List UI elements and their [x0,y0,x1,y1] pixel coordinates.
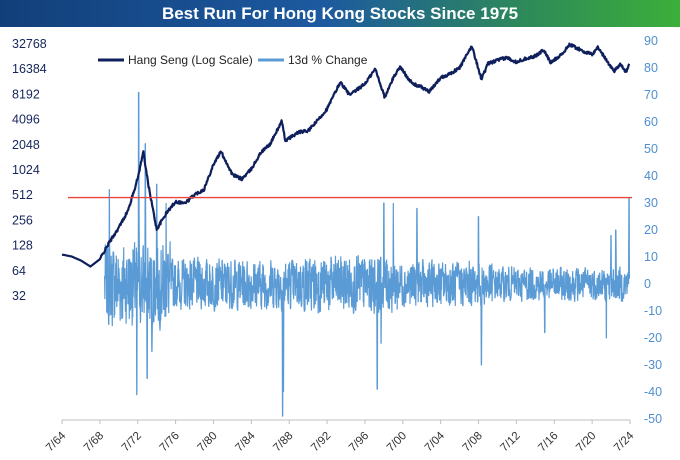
right-tick-label: -40 [644,385,662,399]
legend: Hang Seng (Log Scale) 13d % Change [98,53,368,67]
left-tick-label: 2048 [12,138,40,152]
legend-label-pct-change: 13d % Change [288,53,368,67]
x-tick-label: 7/92 [309,430,333,454]
left-tick-label: 16384 [12,62,47,76]
right-tick-label: 80 [644,61,658,75]
left-tick-label: 8192 [12,87,40,101]
left-axis: 32 64 128 256 512 1024 2048 4096 8192 16384 32768 [12,37,47,303]
x-tick-label: 7/04 [423,429,448,454]
left-tick-label: 128 [12,239,33,253]
right-tick-label: 90 [644,34,658,48]
left-tick-label: 4096 [12,113,40,127]
right-tick-label: 30 [644,196,658,210]
pct-change-series [104,91,630,417]
right-tick-label: 40 [644,169,658,183]
right-tick-label: 10 [644,250,658,264]
legend-label-hang-seng: Hang Seng (Log Scale) [128,53,253,67]
pct-change-line [104,91,630,417]
right-tick-label: -30 [644,358,662,372]
chart-title: Best Run For Hong Kong Stocks Since 1975 [0,0,680,27]
left-tick-label: 32 [12,289,26,303]
x-tick-label: 7/64 [44,429,69,454]
right-tick-label: 20 [644,223,658,237]
x-tick-label: 7/88 [271,430,295,454]
x-tick-label: 7/20 [574,430,598,454]
left-tick-label: 32768 [12,37,47,51]
right-tick-label: 60 [644,115,658,129]
left-tick-label: 1024 [12,163,40,177]
x-tick-label: 7/08 [461,430,485,454]
right-axis: -50 -40 -30 -20 -10 0 10 20 30 40 50 60 70 80 90 [644,34,662,426]
x-tick-label: 7/76 [158,430,182,454]
right-tick-label: 70 [644,88,658,102]
x-tick-label: 7/12 [498,430,522,454]
right-tick-label: -50 [644,412,662,426]
x-tick-label: 7/24 [612,429,637,454]
left-tick-label: 64 [12,264,26,278]
left-tick-label: 256 [12,213,33,227]
x-tick-label: 7/72 [120,430,144,454]
x-tick-label: 7/96 [347,430,371,454]
right-tick-label: -20 [644,331,662,345]
x-tick-label: 7/68 [82,430,106,454]
right-tick-label: 50 [644,142,658,156]
right-tick-label: 0 [644,277,651,291]
x-tick-label: 7/84 [233,429,258,454]
x-tick-label: 7/16 [536,430,560,454]
x-tick-label: 7/00 [385,430,409,454]
x-axis: 7/64 7/68 7/72 7/76 7/80 7/84 7/88 7/92 7/96 7/00… [44,419,637,454]
hang-seng-series [61,42,631,268]
x-tick-label: 7/80 [196,430,220,454]
left-tick-label: 512 [12,188,33,202]
right-tick-label: -10 [644,304,662,318]
hang-seng-line [61,42,631,268]
